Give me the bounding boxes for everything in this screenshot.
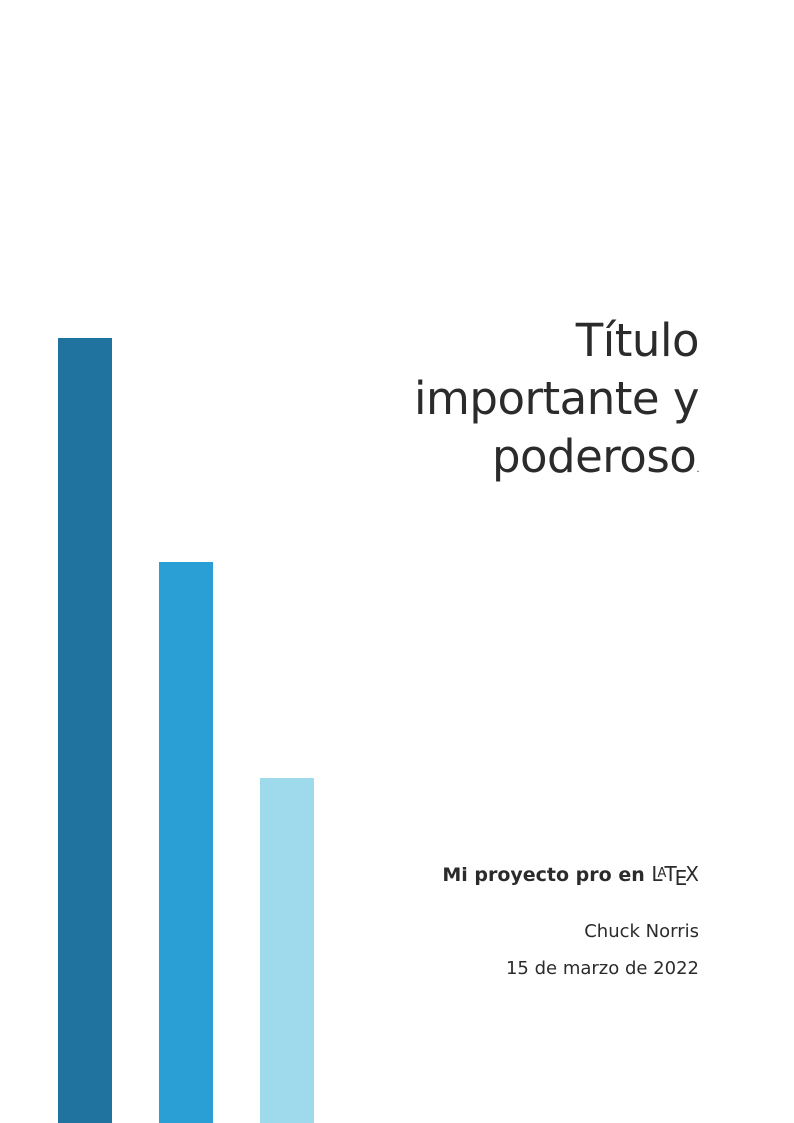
title-line-text: poderoso	[491, 430, 697, 483]
subtitle: Mi proyecto pro en LATEX	[442, 862, 699, 890]
author: Chuck Norris	[584, 921, 699, 942]
title-line: poderoso.	[414, 428, 700, 499]
decorative-bar-dark	[58, 338, 112, 1123]
title-line: importante y	[414, 372, 699, 425]
subtitle-text: Mi proyecto pro en	[442, 864, 645, 886]
title-period: .	[696, 464, 699, 475]
page-title: Título importante y poderoso.	[414, 312, 699, 499]
date: 15 de marzo de 2022	[505, 958, 699, 979]
decorative-bar-medium	[159, 562, 213, 1123]
title-line: Título	[575, 314, 700, 367]
latex-logo: LATEX	[651, 862, 699, 890]
decorative-bar-light	[260, 778, 314, 1123]
